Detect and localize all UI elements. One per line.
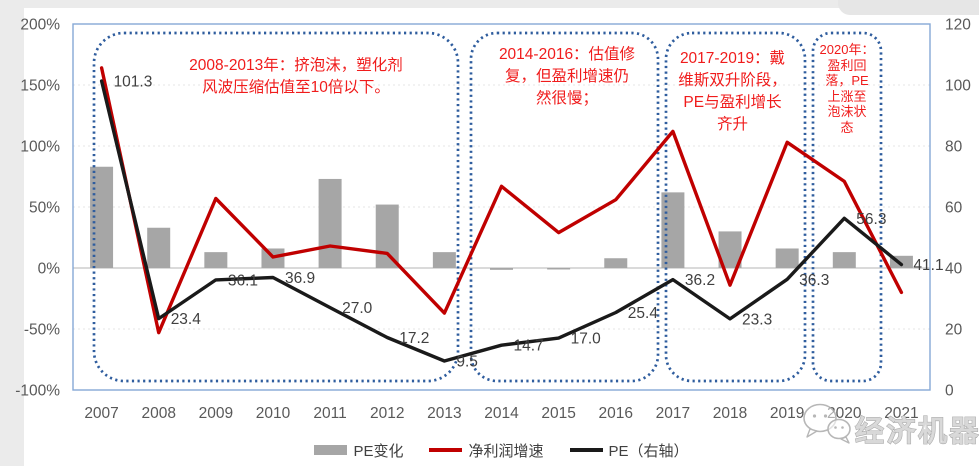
legend-label-pe-change: PE变化 [353,442,404,460]
x-axis-label-2012: 2012 [370,405,404,422]
right-axis-tick-0: 0 [945,383,954,400]
bar-2018 [718,231,742,268]
bar-2016 [604,258,628,268]
bar-2020 [832,252,856,268]
legend-label-profit-growth: 净利润增速 [468,442,544,460]
x-axis-label-2017: 2017 [656,405,690,422]
annotation-box-3 [664,31,807,383]
x-axis-label-2011: 2011 [313,405,346,422]
right-axis-tick-80: 80 [945,139,963,156]
plot-border [72,23,931,391]
pe-label-2012: 17.2 [399,330,429,347]
annotation-box-4 [811,31,883,383]
left-axis-tick-100%: 100% [20,139,60,156]
x-axis-label-2016: 2016 [599,405,633,422]
pe-label-2021: 41.1 [913,257,943,274]
x-axis-label-2009: 2009 [199,405,233,422]
annotation-box-1 [92,31,460,383]
x-axis-label-2020: 2020 [827,405,862,422]
annotation-2020: 2020年： 盈利回 落，PE 上涨至 泡沫状 态 [819,42,875,135]
x-axis-label-2015: 2015 [541,405,575,422]
profit-growth-line [99,66,904,335]
bar-2015 [547,268,571,270]
pe-label-2013: 9.5 [456,354,478,371]
x-axis-label-2010: 2010 [256,405,291,422]
left-axis-tick-150%: 150% [20,78,60,95]
x-axis-label-2014: 2014 [484,405,519,422]
right-axis-tick-100: 100 [945,78,971,95]
pe-label-2016: 25.4 [628,305,659,322]
pe-label-2008: 23.4 [171,311,202,328]
bar-2007 [90,166,114,268]
pe-line-swatch [569,448,603,452]
x-axis-label-2018: 2018 [713,405,747,422]
left-axis-tick-50%: 50% [29,200,60,217]
x-axis-label-2013: 2013 [427,405,461,422]
bar-2011 [318,178,342,268]
bar-2019 [775,248,799,268]
right-axis-tick-40: 40 [945,261,963,278]
legend-item-pe-change: PE变化 [314,440,403,461]
pe-label-2010: 36.9 [285,270,315,287]
chart-legend: PE变化 净利润增速 PE（右轴） [24,438,979,462]
pe-label-2017: 36.2 [685,272,715,289]
left-axis-tick-200%: 200% [20,17,60,34]
pe-label-2011: 27.0 [342,300,373,317]
right-axis-tick-120: 120 [945,17,971,34]
legend-label-pe-right-axis: PE（右轴） [608,442,689,460]
pe-label-2014: 14.7 [514,338,544,355]
x-axis-label-2007: 2007 [84,405,118,422]
pe-label-2009: 36.1 [228,272,258,289]
left-axis-tick-0%: 0% [38,261,61,278]
bar-2008 [147,227,171,268]
right-axis-tick-20: 20 [945,322,963,339]
pe-label-2018: 23.3 [742,311,772,328]
bar-2012 [375,204,399,268]
bar-2014 [490,268,513,270]
annotation-2014-2016: 2014-2016：估值修 复，但盈利增速仍 然很慢； [498,46,636,107]
bar-2009 [204,252,228,268]
right-axis-tick-60: 60 [945,200,963,217]
profit-line-swatch [429,448,463,452]
bar-2013 [432,252,456,268]
pe-label-2019: 36.3 [799,272,829,289]
annotation-box-2 [469,31,660,383]
page-background-strip-left [0,0,24,466]
annotation-2017-2019: 2017-2019：戴 维斯双升阶段， PE与盈利增长 齐升 [678,50,787,133]
x-axis-label-2019: 2019 [770,405,804,422]
x-axis-label-2008: 2008 [141,405,175,422]
page-background-strip-top [0,0,979,8]
left-axis-tick--100%: -100% [15,383,60,400]
pe-line [99,79,904,363]
pe-label-2020: 56.3 [856,211,886,228]
legend-item-profit-growth: 净利润增速 [429,440,544,461]
annotation-2008-2013: 2008-2013年：挤泡沫，塑化剂 风波压缩估值至10倍以下。 [189,57,403,96]
legend-item-pe-right-axis: PE（右轴） [569,440,689,461]
page-background-tab [838,0,979,15]
pe-label-2015: 17.0 [571,331,602,348]
pe-label-2007: 101.3 [114,74,153,91]
x-axis-label-2021: 2021 [884,405,918,422]
bar-swatch [314,445,348,455]
left-axis-tick--50%: -50% [24,322,60,339]
